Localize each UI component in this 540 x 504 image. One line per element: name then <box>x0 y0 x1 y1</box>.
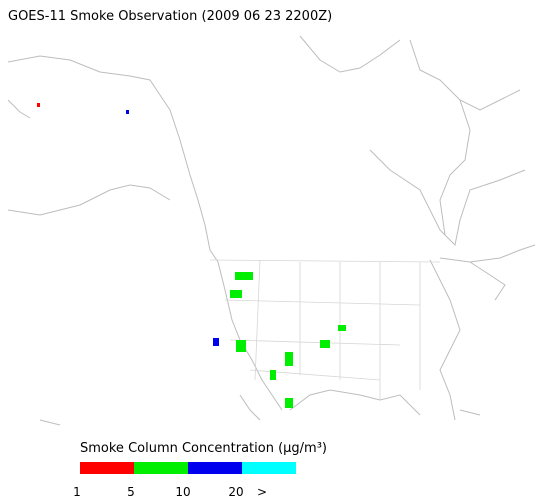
smoke-pixel <box>236 340 246 352</box>
coastline <box>7 55 283 411</box>
smoke-pixel <box>213 338 219 346</box>
coastline <box>39 389 481 426</box>
smoke-pixel <box>37 103 40 107</box>
title: GOES-11 Smoke Observation (2009 06 23 22… <box>8 9 332 24</box>
colorbar: 1 5 10 20 > <box>73 462 296 499</box>
smoke-pixel <box>320 340 330 348</box>
state-lines <box>209 259 441 400</box>
smoke-pixel <box>230 290 242 298</box>
colorbar-segment <box>80 462 134 474</box>
colorbar-tick-label: 1 <box>73 485 81 499</box>
map <box>7 35 536 426</box>
smoke-pixel <box>126 110 129 114</box>
smoke-pixel <box>235 272 253 280</box>
smoke-pixel <box>270 370 276 380</box>
coastline <box>429 244 536 421</box>
colorbar-tick-label: > <box>257 485 267 499</box>
legend-title: Smoke Column Concentration (μg/m³) <box>80 441 327 456</box>
smoke-pixels <box>37 103 346 408</box>
coastline <box>299 35 526 247</box>
colorbar-tick-label: 5 <box>127 485 135 499</box>
smoke-pixel <box>338 325 346 331</box>
colorbar-tick-label: 20 <box>228 485 243 499</box>
colorbar-tick-label: 10 <box>175 485 190 499</box>
smoke-pixel <box>285 352 293 366</box>
coastline <box>7 99 171 216</box>
smoke-pixel <box>285 398 293 408</box>
colorbar-segment <box>134 462 188 474</box>
colorbar-segment <box>188 462 242 474</box>
colorbar-segment <box>242 462 296 474</box>
